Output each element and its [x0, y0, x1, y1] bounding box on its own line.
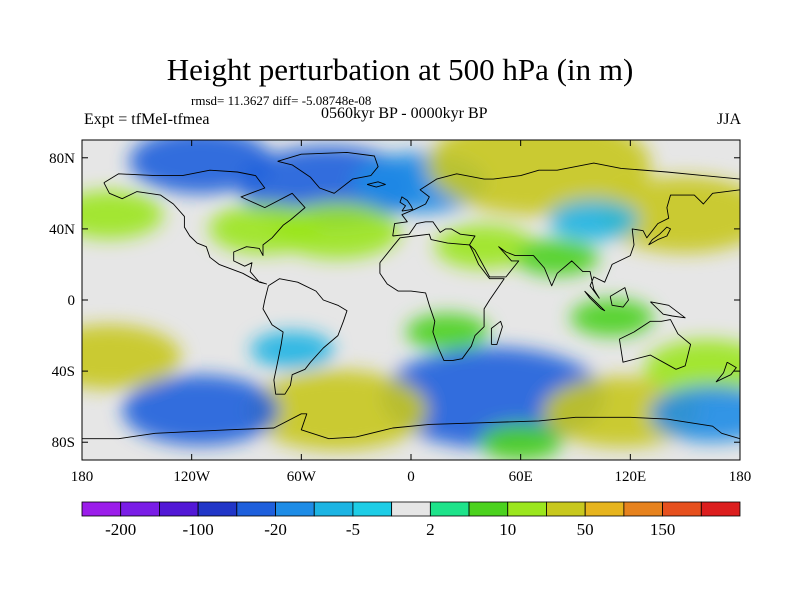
coastline-sumatra — [584, 290, 606, 312]
y-tick-label: 40N — [49, 222, 75, 238]
colorbar-label: 10 — [499, 520, 516, 539]
chart-title: Height perturbation at 500 hPa (in m) — [166, 52, 634, 87]
y-tick-label: 40S — [52, 364, 75, 380]
colorbar-swatch — [197, 501, 238, 517]
coastline-north-america — [103, 169, 306, 285]
coastline-iceland — [366, 181, 386, 188]
coastline-madagascar — [490, 320, 503, 345]
anomaly-blob — [426, 140, 651, 216]
coastline-eurasia — [392, 162, 740, 299]
period-label: 0560kyr BP - 0000kyr BP — [321, 105, 488, 122]
x-tick-label: 120E — [614, 469, 646, 485]
y-tick-label: 80S — [52, 435, 75, 451]
colorbar-swatch — [546, 501, 586, 517]
coastline-japan — [648, 226, 671, 246]
anomaly-blob — [122, 374, 280, 446]
anomaly-blob — [600, 176, 740, 253]
coastline-antarctica — [82, 413, 740, 440]
coastlines — [82, 151, 740, 440]
colorbar-swatch — [120, 501, 160, 517]
colorbar-swatch — [700, 501, 741, 517]
colorbar-swatch — [468, 501, 509, 517]
field-area — [82, 140, 740, 460]
coastline-borneo — [609, 287, 629, 308]
anomaly-blob — [515, 238, 599, 277]
anomaly-blob — [548, 199, 639, 241]
coastline-new-zealand — [715, 361, 737, 383]
colorbar-label: 150 — [650, 520, 676, 539]
coastline-africa — [379, 233, 505, 361]
colorbar-label: 50 — [577, 520, 594, 539]
x-tick-label: 180 — [71, 469, 94, 485]
stats-subtitle: rmsd= 11.3627 diff= -5.08748e-08 — [191, 93, 372, 108]
colorbar-swatch — [662, 501, 702, 517]
coastline-australia — [618, 319, 692, 370]
colorbar-label: -20 — [264, 520, 287, 539]
coastline-south-america — [262, 278, 348, 395]
anomaly-blob — [570, 299, 654, 337]
anomaly-field — [82, 140, 740, 460]
colorbar-swatch — [313, 501, 354, 517]
colorbar-swatch — [391, 501, 431, 517]
colorbar-label: -200 — [105, 520, 136, 539]
colorbar-swatch — [623, 501, 663, 517]
anomaly-blob — [82, 190, 164, 239]
anomaly-blob — [479, 423, 563, 460]
anomaly-blob — [275, 202, 401, 259]
axis-ticks: 180 120W 60W 0 60E 120E 180 80N 40N 0 40S 80S — [49, 140, 751, 485]
x-tick-label: 180 — [729, 469, 752, 485]
colorbar-label: 2 — [426, 520, 435, 539]
colorbar-label: -100 — [183, 520, 214, 539]
x-tick-label: 0 — [407, 469, 415, 485]
coastline-uk — [399, 196, 414, 212]
colorbar-swatch — [275, 501, 315, 517]
anomaly-blob — [82, 324, 182, 390]
experiment-label: Expt = tfMeI-tfmea — [84, 111, 210, 128]
colorbar-swatch — [236, 501, 276, 517]
y-tick-label: 0 — [68, 293, 76, 309]
season-label: JJA — [717, 111, 742, 128]
x-tick-label: 60E — [509, 469, 533, 485]
colorbar-swatch — [81, 501, 122, 517]
colorbar: -200 -100 -20 -5 2 10 50 150 — [81, 501, 741, 539]
colorbar-swatch — [159, 501, 199, 517]
colorbar-swatch — [429, 501, 470, 517]
colorbar-label: -5 — [346, 520, 360, 539]
x-tick-label: 120W — [173, 469, 211, 485]
colorbar-swatch — [507, 501, 547, 517]
anomaly-blob — [542, 376, 700, 448]
colorbar-swatch — [584, 501, 625, 517]
anomaly-blob — [649, 385, 740, 442]
coastline-new-guinea — [650, 301, 686, 319]
colorbar-swatch — [352, 501, 393, 517]
y-tick-label: 80N — [49, 151, 75, 167]
anomaly-blob — [405, 313, 490, 351]
coastline-greenland — [277, 151, 379, 194]
anomaly-blob — [129, 140, 273, 194]
x-tick-label: 60W — [287, 469, 317, 485]
